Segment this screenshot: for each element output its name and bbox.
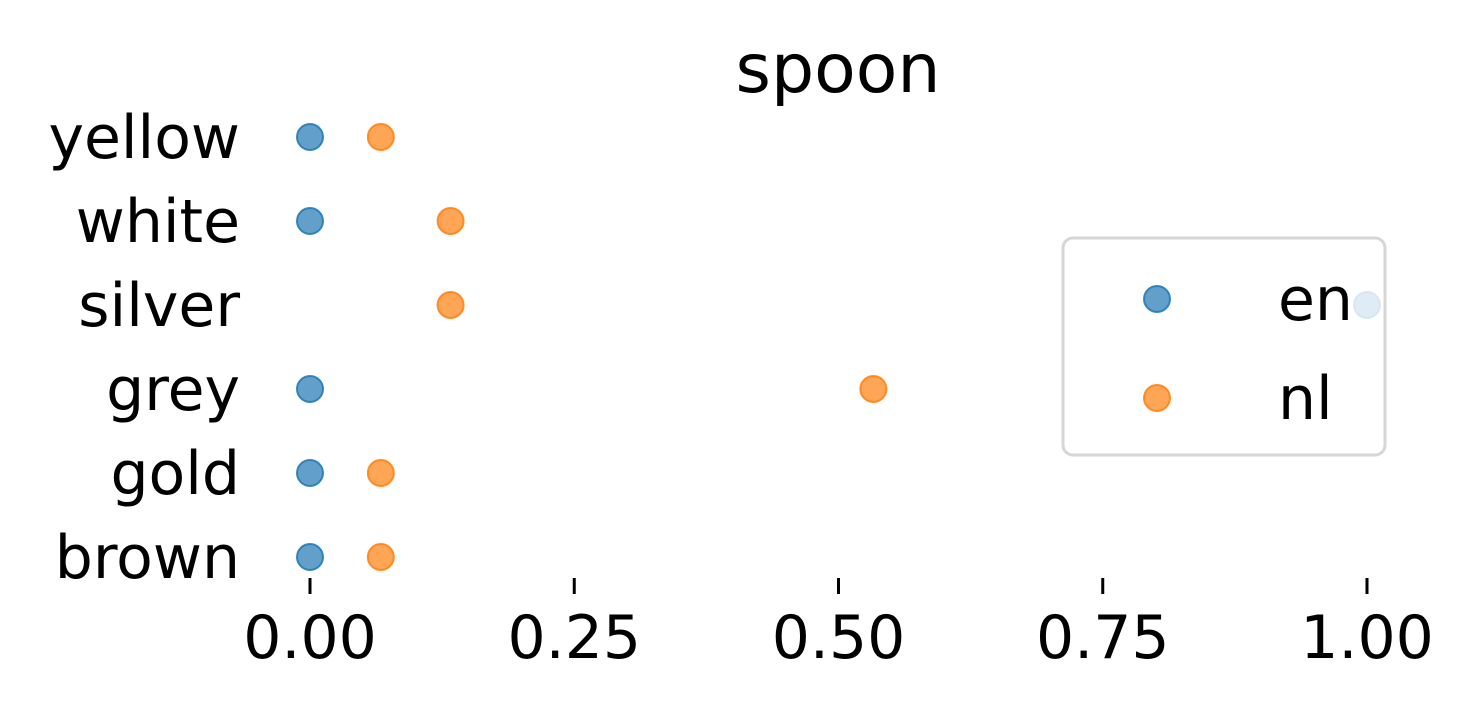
legend-marker-nl [1143,384,1171,412]
category-label-silver: silver [78,271,240,341]
x-tick-label-0: 0.00 [243,603,377,673]
category-label-grey: grey [106,355,240,425]
x-tick-label-4: 1.00 [1300,603,1434,673]
legend: en nl [1061,236,1387,457]
point-en-white [296,207,324,235]
point-nl-brown [366,543,395,571]
legend-label-en: en [1278,265,1353,335]
point-nl-yellow [366,123,395,151]
point-en-yellow [296,123,324,151]
category-label-white: white [76,187,240,257]
point-nl-white [436,207,465,235]
x-tick-label-1: 0.25 [507,603,641,673]
point-nl-gold [366,459,395,487]
point-en-grey [296,375,324,403]
category-labels: yellow white silver grey gold brown [48,103,240,593]
legend-items: en nl [1143,265,1353,434]
point-en-gold [296,459,324,487]
point-nl-grey [859,375,888,403]
category-label-yellow: yellow [48,103,240,173]
x-tick-label-3: 0.75 [1036,603,1170,673]
chart-title: spoon [736,30,941,109]
category-label-brown: brown [55,523,240,593]
x-axis: 0.00 0.25 0.50 0.75 1.00 [243,578,1434,673]
point-en-brown [296,543,324,571]
point-nl-silver [436,291,465,319]
legend-marker-en [1143,285,1171,313]
x-tick-label-2: 0.50 [772,603,906,673]
legend-label-nl: nl [1278,364,1333,434]
category-label-gold: gold [110,439,240,509]
